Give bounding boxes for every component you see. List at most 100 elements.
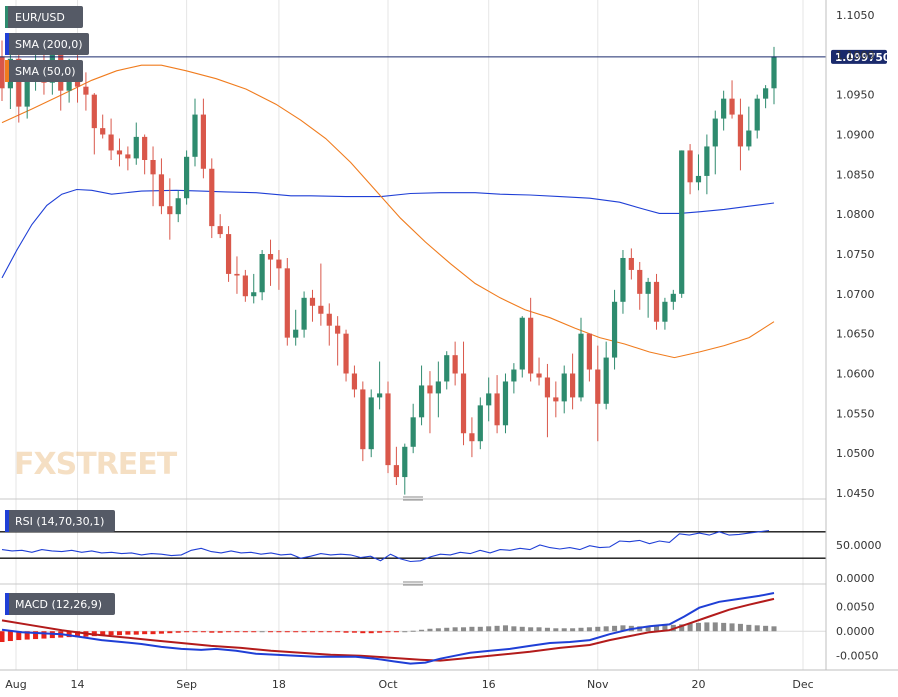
candle [603,341,609,410]
candle [276,250,282,290]
macd-histogram-bar [570,628,576,632]
candle [695,154,702,191]
macd-histogram-bar [452,627,458,632]
macd-histogram-bar [461,627,467,632]
macd-histogram-bar [116,631,122,636]
macd-histogram-bar [100,631,106,636]
macd-histogram-bar [754,625,760,632]
legend-title: EUR/USD [5,6,83,28]
pane-divider-1[interactable] [0,496,826,501]
macd-histogram-bar [351,631,357,633]
macd-tick-label: -0.0050 [836,650,878,663]
macd-histogram-bar [268,631,274,633]
price-tick-label: 1.0500 [836,447,875,460]
candle [83,72,89,111]
macd-histogram-bar [368,631,374,634]
candle [150,146,156,207]
macd-histogram-bar [536,627,542,632]
macd-histogram-bar [704,622,710,632]
macd-histogram-bar [511,626,517,632]
candle [335,316,341,366]
candle [0,40,5,102]
legend-sma200[interactable]: SMA (200,0) [5,33,89,55]
price-tick-label: 1.0600 [836,368,875,381]
candle [553,381,559,418]
rsi-tick-label: 0.0000 [836,572,875,585]
candle [251,273,257,304]
macd-histogram-bar [712,622,718,632]
sma-200-line [1,188,775,279]
candle [116,138,123,167]
candle [452,341,458,386]
macd-histogram-bar [377,631,383,633]
price-tick-label: 1.0450 [836,487,875,500]
macd-histogram-bar [645,626,651,632]
candle [528,297,534,382]
macd-histogram-bar [335,631,341,633]
legend-sma50[interactable]: SMA (50,0) [5,60,83,82]
pane-divider-2[interactable] [0,581,826,586]
macd-title: MACD (12,26,9) [15,598,102,611]
price-tick-label: 1.0700 [836,288,875,301]
price-axis: 1.1050 1.1000 1.0950 1.0900 1.0850 1.0800 1.07… [836,9,875,500]
macd-histogram-bar [125,631,131,635]
price-tick-label: 1.0650 [836,328,875,341]
macd-pane: 0.0050 0.0000 -0.0050 [0,592,878,665]
candle [754,94,760,139]
candle [444,351,450,390]
macd-histogram-bar [603,626,609,632]
candle [234,256,240,294]
candle [637,261,643,310]
candle [259,250,265,301]
time-tick-label: Dec [792,678,813,691]
candle [326,303,332,346]
candle [427,371,433,434]
candle [737,98,744,171]
macd-histogram-bar [209,631,215,633]
candle [460,341,467,446]
time-tick-label: Nov [587,678,609,691]
candle [687,144,693,195]
macd-histogram-bar [578,627,584,632]
macd-histogram-bar [729,623,735,632]
price-tick-label: 1.0800 [836,208,875,221]
rsi-tick-label: 50.0000 [836,539,882,552]
candle [670,289,676,310]
candle [502,373,509,434]
macd-histogram-bar [167,631,173,634]
candle [301,291,307,338]
candle [578,317,584,402]
time-tick-label: 18 [272,678,286,691]
candle [351,365,358,398]
price-tick-label: 1.0850 [836,168,875,181]
price-tick-label: 1.0750 [836,248,875,261]
candle [418,365,425,426]
candle [402,443,408,495]
macd-histogram-bar [175,631,181,633]
current-price-label: 1.099750 [835,52,890,64]
macd-histogram-bar [75,631,81,638]
price-tick-label: 1.0950 [836,89,875,102]
candle [343,329,349,382]
time-tick-label: 16 [482,678,496,691]
macd-histogram-bar [427,628,433,632]
macd-histogram-bar [309,631,315,633]
macd-histogram-bar [24,631,30,640]
macd-histogram-bar [234,631,240,633]
candle [477,397,483,450]
macd-histogram-bar [226,631,232,633]
macd-histogram-bar [242,631,248,633]
macd-histogram-bar [654,625,660,632]
candle [385,381,391,474]
candle [511,363,517,394]
macd-line [1,592,775,665]
candle [125,146,131,171]
macd-histogram-bar [133,631,139,635]
time-tick-label: Aug [5,678,26,691]
candle [318,263,324,326]
macd-histogram-bar [217,631,223,633]
candle [620,250,626,314]
macd-histogram-bar [544,627,550,632]
candle [469,417,475,458]
